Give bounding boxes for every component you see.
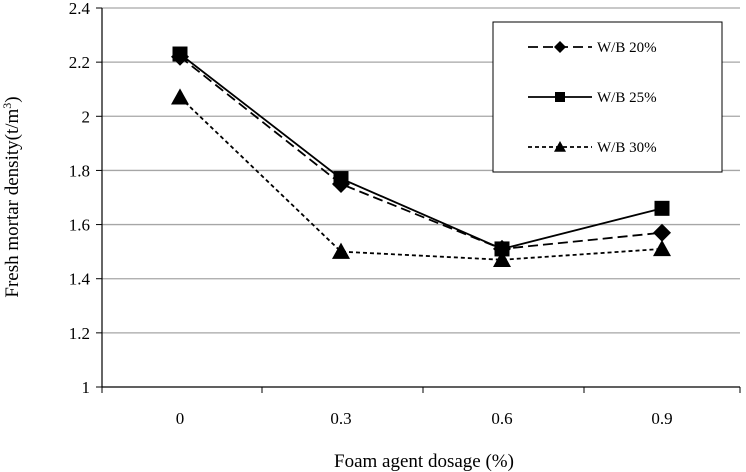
y-axis-title-close: ) — [2, 96, 23, 102]
series-line — [179, 56, 663, 250]
legend-entry: W/B 20% — [528, 40, 657, 56]
x-tick-label: 0 — [176, 409, 185, 428]
data-point — [172, 46, 188, 62]
y-tick-label: 1.4 — [69, 270, 91, 289]
series-triangle — [171, 88, 671, 267]
legend-label: W/B 20% — [597, 40, 657, 56]
x-tick-label: 0.9 — [651, 409, 672, 428]
y-tick-label: 1.8 — [69, 161, 90, 180]
data-point — [654, 200, 670, 216]
x-axis-title: Foam agent dosage (%) — [334, 451, 514, 472]
legend-label: W/B 30% — [597, 140, 657, 156]
series-square — [172, 46, 670, 257]
x-tick-label: 0.6 — [491, 409, 512, 428]
y-tick-label: 2.2 — [69, 53, 90, 72]
y-tick-label: 1.6 — [69, 216, 90, 235]
data-point — [171, 88, 189, 105]
legend-marker — [555, 92, 565, 102]
y-tick-label: 2 — [82, 107, 91, 126]
legend-marker — [554, 141, 566, 152]
x-tick-label: 0.3 — [330, 409, 351, 428]
legend-entry: W/B 30% — [528, 140, 657, 156]
data-point — [332, 242, 350, 259]
y-axis-title-sup: 3 — [0, 103, 14, 109]
y-tick-label: 1 — [82, 378, 91, 397]
series-layer — [171, 46, 671, 267]
data-point — [494, 241, 510, 257]
y-axis-title: Fresh mortar density(t/m3) — [0, 96, 23, 297]
data-point — [653, 239, 671, 257]
legend-label: W/B 25% — [597, 90, 657, 106]
axes — [101, 8, 740, 388]
y-tick-label: 2.4 — [69, 0, 91, 18]
x-ticks: 0 0.3 0.6 0.9 — [101, 387, 741, 428]
legend: W/B 20% W/B 25% W/B 30% — [492, 21, 723, 173]
series-line — [179, 53, 663, 250]
data-point — [493, 250, 511, 267]
data-point — [653, 223, 671, 242]
legend-entry: W/B 25% — [528, 90, 657, 106]
y-axis-title-main: Fresh mortar density(t/m — [2, 108, 23, 297]
legend-marker — [554, 41, 566, 53]
y-tick-label: 1.2 — [69, 324, 90, 343]
y-ticks: 1 1.2 1.4 1.6 1.8 2 2.2 2.4 — [69, 0, 102, 397]
series-line — [179, 96, 663, 261]
gridlines — [102, 7, 740, 334]
data-point — [333, 171, 349, 187]
